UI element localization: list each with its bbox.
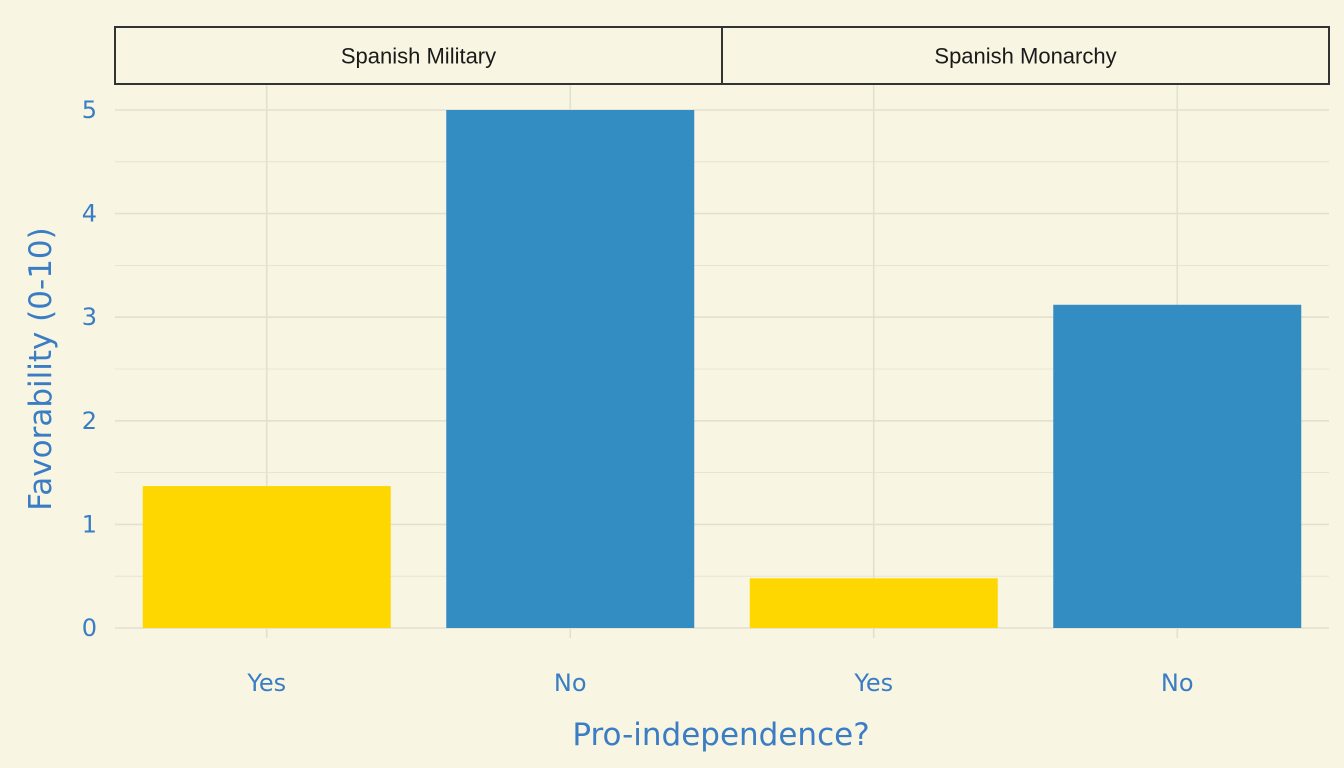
facet-title: Spanish Military: [341, 44, 496, 69]
x-tick-label: No: [554, 669, 587, 697]
x-axis-ticks: Yes No Yes No: [246, 669, 1193, 697]
bars: [142, 110, 1302, 628]
x-tick-label: No: [1161, 669, 1194, 697]
y-tick-label: 0: [82, 614, 97, 642]
bar-no: [446, 110, 695, 628]
facet-title: Spanish Monarchy: [934, 44, 1116, 69]
y-tick-label: 4: [82, 200, 97, 228]
y-axis-ticks: 0 1 2 3 4 5: [82, 96, 97, 642]
y-tick-label: 1: [82, 510, 97, 538]
facet-strip: [721, 26, 1330, 85]
bar-no: [1053, 304, 1302, 628]
y-tick-label: 3: [82, 303, 97, 331]
bar-yes: [749, 578, 998, 628]
x-tick-label: Yes: [246, 669, 286, 697]
y-tick-label: 2: [82, 407, 97, 435]
y-tick-label: 5: [82, 96, 97, 124]
facet-strips: Spanish Military Spanish Monarchy: [114, 26, 1330, 85]
x-tick-label: Yes: [853, 669, 893, 697]
bar-yes: [142, 486, 391, 628]
x-axis-title: Pro-independence?: [572, 717, 869, 753]
y-axis-title: Favorability (0-10): [23, 227, 59, 510]
